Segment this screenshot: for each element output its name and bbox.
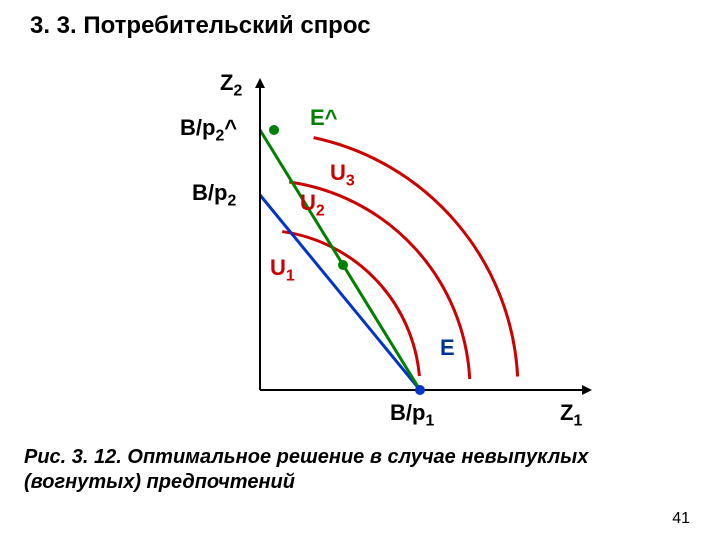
curve-label-u3: U3 bbox=[330, 160, 355, 190]
y-intercept-bp2-hat: B/p2^ bbox=[180, 115, 237, 145]
axis-label-z1: Z1 bbox=[560, 400, 582, 430]
y-intercept-bp2: B/p2 bbox=[192, 180, 236, 210]
axis-label-z2: Z2 bbox=[220, 70, 242, 100]
curve-label-u2: U2 bbox=[300, 190, 325, 220]
page-number: 41 bbox=[672, 510, 690, 528]
x-intercept-bp1: B/p1 bbox=[390, 400, 434, 430]
point-label-e: E bbox=[440, 335, 455, 361]
page-title: 3. 3. Потребительский спрос bbox=[30, 12, 371, 40]
point-label-e-hat: E^ bbox=[310, 105, 338, 131]
curve-label-u1: U1 bbox=[270, 255, 295, 285]
chart-area: Z2 B/p2^ B/p2 E^ U3 U2 U1 E B/p1 Z1 bbox=[130, 60, 630, 430]
figure-caption: Рис. 3. 12. Оптимальное решение в случае… bbox=[24, 445, 696, 495]
